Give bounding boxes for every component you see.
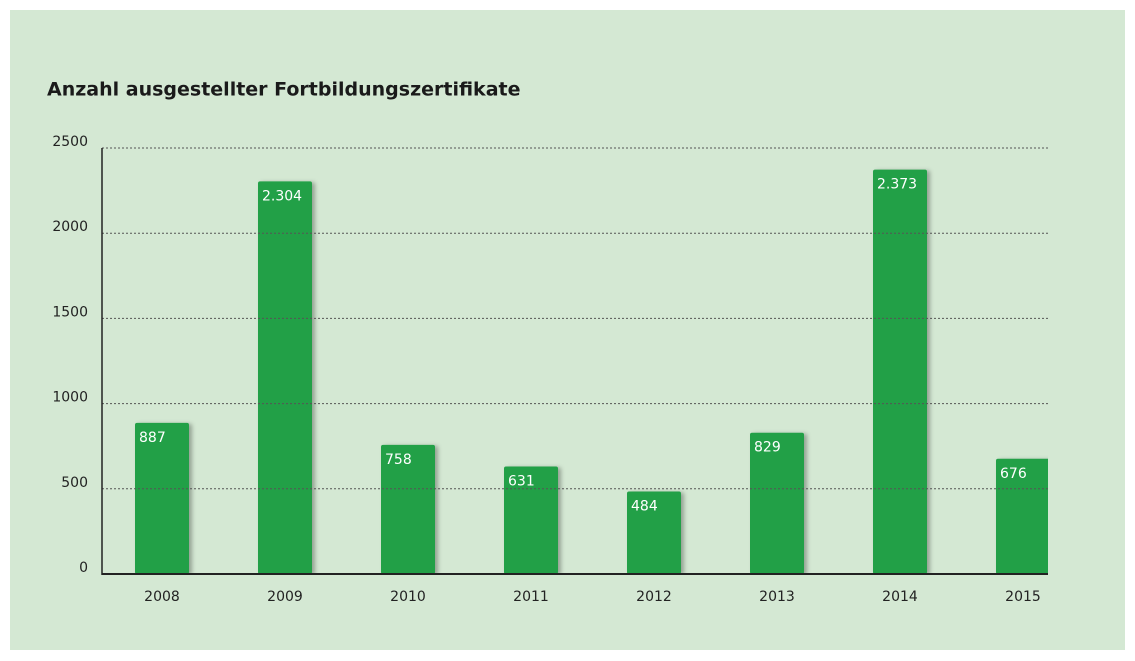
value-label: 2.373 xyxy=(877,177,917,193)
chart-title: Anzahl ausgestellter Fortbildungszertifi… xyxy=(47,79,521,101)
x-tick-label: 2011 xyxy=(513,589,549,605)
plot-area: 887 2.304 758 631 484 829 2.373 676 xyxy=(135,169,1048,574)
bar xyxy=(504,466,558,574)
y-tick-label: 1500 xyxy=(52,304,88,320)
value-label: 829 xyxy=(754,440,781,456)
x-tick-label: 2008 xyxy=(144,589,180,605)
y-tick-label: 0 xyxy=(79,560,88,576)
x-tick-label: 2014 xyxy=(882,589,918,605)
y-tick-label: 500 xyxy=(61,475,88,491)
bar xyxy=(750,432,804,574)
value-label: 758 xyxy=(385,452,412,468)
x-tick-label: 2015 xyxy=(1005,589,1041,605)
x-tick-label: 2010 xyxy=(390,589,426,605)
x-tick-label: 2012 xyxy=(636,589,672,605)
value-label: 676 xyxy=(1000,466,1027,482)
value-label: 887 xyxy=(139,430,166,446)
value-label: 631 xyxy=(508,473,535,489)
value-label: 2.304 xyxy=(262,188,302,204)
bar xyxy=(135,422,189,574)
y-tick-label: 1000 xyxy=(52,390,88,406)
bar xyxy=(996,458,1048,574)
bar xyxy=(627,491,681,574)
x-tick-label: 2013 xyxy=(759,589,795,605)
y-tick-label: 2000 xyxy=(52,219,88,235)
bar xyxy=(381,444,435,574)
x-tick-label: 2009 xyxy=(267,589,303,605)
value-label: 484 xyxy=(631,499,658,515)
bar xyxy=(258,181,312,574)
y-tick-label: 2500 xyxy=(52,134,88,150)
panel xyxy=(10,10,1125,650)
bar xyxy=(873,169,927,574)
